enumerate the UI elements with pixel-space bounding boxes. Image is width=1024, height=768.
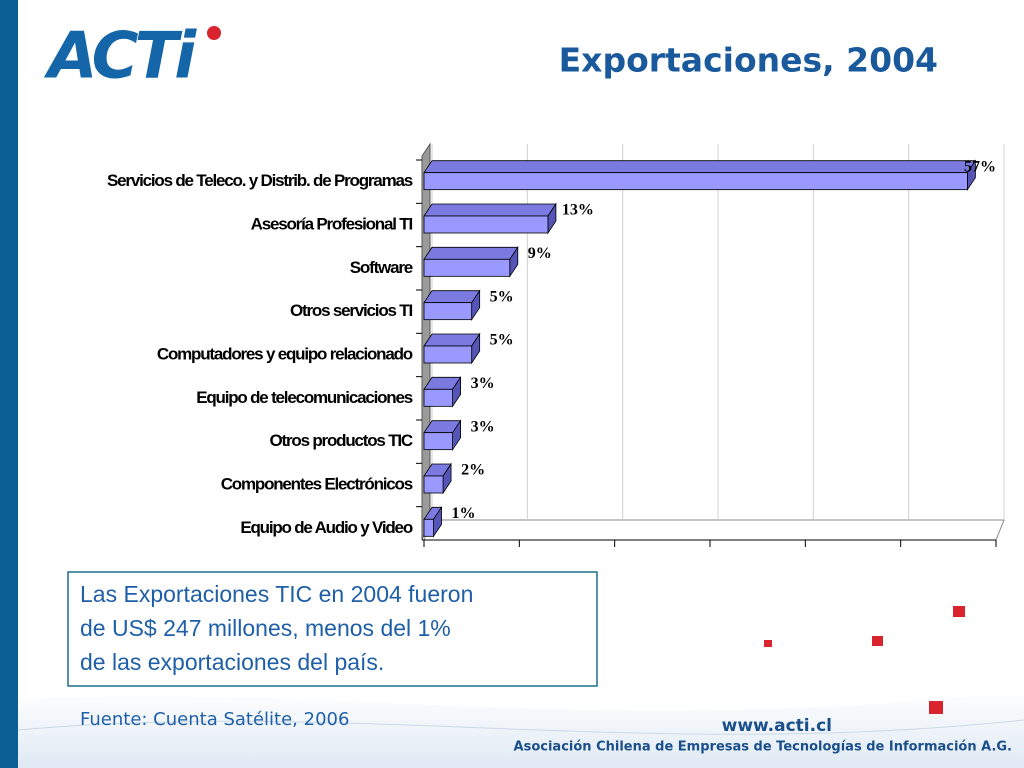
bar — [423, 388, 454, 407]
category-label: Servicios de Teleco. y Distrib. de Progr… — [107, 171, 413, 190]
website: www.acti.cl — [722, 716, 832, 736]
source: Fuente: Cuenta Satélite, 2006 — [80, 709, 349, 730]
category-label: Equipo de telecomunicaciones — [196, 388, 413, 407]
note-line: de las exportaciones del país. — [80, 649, 384, 675]
bar — [423, 518, 434, 537]
bar-top — [423, 160, 977, 174]
bar-top — [423, 203, 557, 217]
category-label: Componentes Electrónicos — [221, 474, 413, 493]
bar — [423, 475, 444, 494]
category-label: Computadores y equipo relacionado — [157, 344, 413, 363]
decor-square — [953, 606, 965, 617]
value-label: 5% — [490, 332, 514, 349]
category-label: Otros servicios TI — [290, 301, 412, 320]
bar — [423, 258, 511, 277]
decor-square — [929, 701, 943, 714]
value-label: 57% — [964, 158, 996, 175]
bar — [423, 172, 968, 191]
value-label: 9% — [528, 245, 552, 262]
logo: ACTi — [43, 20, 197, 94]
floor — [423, 519, 1005, 541]
value-label: 2% — [461, 462, 485, 479]
category-label: Asesoría Profesional TI — [251, 214, 413, 233]
bar — [423, 345, 473, 364]
value-label: 13% — [562, 202, 594, 219]
value-label: 1% — [452, 505, 476, 522]
bar — [423, 215, 549, 234]
bar — [423, 302, 473, 321]
logo-dot — [207, 26, 221, 40]
chart: Servicios de Teleco. y Distrib. de Progr… — [107, 142, 1005, 547]
slide-title: Exportaciones, 2004 — [559, 41, 938, 80]
decor-square — [872, 636, 883, 646]
side-stripe — [0, 0, 18, 768]
value-label: 3% — [471, 375, 495, 392]
decor-square — [764, 640, 772, 647]
category-label: Equipo de Audio y Video — [240, 518, 413, 537]
bar-top — [423, 246, 519, 260]
value-label: 3% — [471, 418, 495, 435]
category-label: Software — [350, 258, 413, 277]
category-label: Otros productos TIC — [270, 431, 413, 450]
note-line: de US$ 247 millones, menos del 1% — [80, 615, 451, 641]
value-label: 5% — [490, 288, 514, 305]
bar-top — [423, 290, 481, 304]
note-line: Las Exportaciones TIC en 2004 fueron — [80, 581, 473, 607]
background-wave — [17, 719, 1024, 735]
note-box — [67, 571, 598, 687]
organization: Asociación Chilena de Empresas de Tecnol… — [514, 740, 1012, 755]
bar — [423, 432, 454, 451]
bar-top — [423, 333, 481, 347]
